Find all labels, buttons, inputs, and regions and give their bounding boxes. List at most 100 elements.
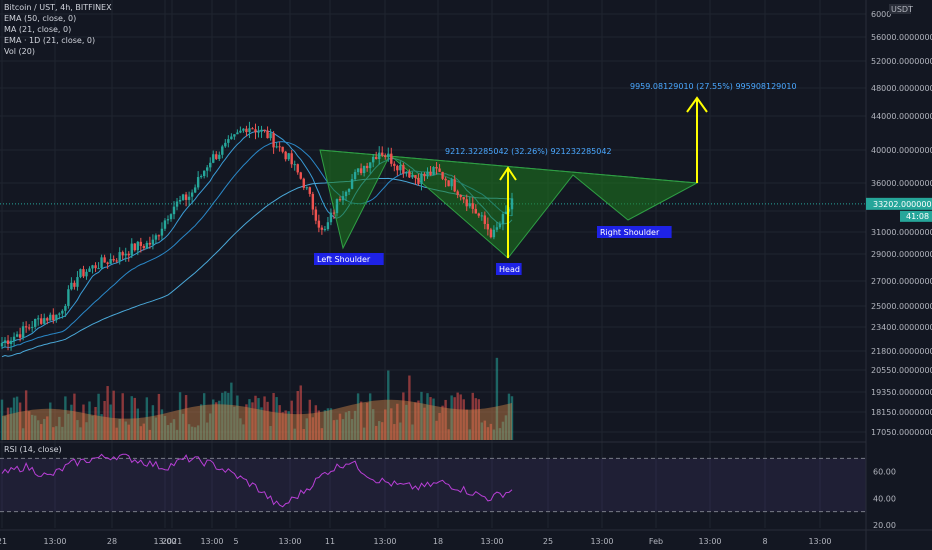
candle-body	[332, 212, 336, 214]
volume-bar	[450, 395, 453, 440]
chart-title[interactable]: Bitcoin / UST, 4h, BITFINEX	[4, 3, 112, 12]
candle-body	[193, 187, 197, 193]
candle-body	[341, 196, 345, 201]
volume-bar	[510, 396, 514, 440]
countdown-tag	[900, 210, 932, 222]
volume-bar	[350, 419, 354, 440]
y-tick-label: 36000.00000000	[871, 179, 932, 188]
candle-body	[423, 173, 426, 177]
candle-body	[435, 167, 438, 169]
volume-bar	[124, 421, 127, 440]
candle-body	[278, 146, 281, 148]
volume-bar	[344, 412, 348, 440]
candle-body	[347, 188, 351, 192]
volume-bar	[396, 403, 399, 440]
candle-body	[269, 133, 272, 139]
volume-bar	[163, 415, 167, 440]
volume-bar	[224, 391, 227, 440]
candle-body	[181, 194, 185, 200]
x-tick-label: 2021	[162, 537, 182, 546]
candle-body	[97, 268, 100, 270]
candle-body	[378, 152, 381, 160]
measure-label: 9212.32285042 (32.26%) 921232285042	[445, 147, 612, 156]
volume-bar	[121, 393, 124, 440]
legend-vol[interactable]: Vol (20)	[4, 47, 35, 56]
volume-bar	[157, 393, 161, 440]
candle-body	[417, 177, 420, 184]
volume-bar	[151, 405, 155, 440]
candle-body	[329, 212, 333, 223]
left-shoulder-label-bg	[314, 253, 384, 265]
volume-bar	[82, 404, 85, 440]
candle-body	[338, 199, 342, 201]
candle-body	[199, 176, 203, 178]
candle-body	[456, 191, 459, 195]
volume-bar	[420, 391, 423, 440]
volume-bar	[390, 408, 393, 440]
volume-bar	[507, 393, 511, 440]
volume-bar	[202, 393, 206, 440]
volume-bar	[417, 400, 420, 440]
volume-bar	[432, 398, 435, 440]
candle-body	[76, 277, 79, 287]
candle-body	[441, 171, 444, 179]
rsi-title[interactable]: RSI (14, close)	[4, 445, 62, 454]
volume-bar	[459, 394, 462, 440]
candle-body	[145, 242, 149, 249]
candle-body	[154, 235, 158, 240]
volume-bar	[136, 408, 139, 440]
candle-body	[236, 132, 239, 135]
volume-bar	[175, 429, 179, 440]
volume-bar	[94, 406, 97, 440]
rsi-line	[1, 453, 513, 508]
volume-bar	[245, 404, 248, 440]
candle-body	[477, 213, 481, 216]
candle-body	[3, 340, 7, 343]
legend-ema50[interactable]: EMA (50, close, 0)	[4, 14, 77, 23]
candle-body	[504, 211, 508, 215]
candle-body	[287, 153, 290, 160]
volume-bar	[55, 426, 58, 440]
volume-bar	[329, 408, 333, 440]
candle-body	[33, 318, 37, 327]
volume-bar	[30, 414, 34, 440]
candle-body	[242, 128, 245, 131]
ema-1d-line	[1, 177, 512, 358]
volume-bar	[227, 392, 230, 440]
volume-bar	[85, 422, 88, 440]
candle-body	[465, 199, 468, 207]
candle-body	[55, 314, 58, 321]
candle-body	[450, 179, 453, 187]
volume-bar	[501, 421, 505, 440]
volume-bar	[106, 386, 109, 440]
volume-bar	[178, 392, 182, 440]
candle-body	[474, 208, 477, 214]
rsi-band	[0, 458, 866, 512]
volume-ma-area	[2, 399, 512, 440]
y-tick-label: 6000	[871, 10, 891, 19]
x-tick-label: 5	[233, 537, 238, 546]
volume-bar	[73, 393, 76, 440]
volume-bar	[33, 415, 37, 440]
volume-bar	[18, 402, 22, 440]
candle-body	[82, 269, 85, 277]
volume-bar	[456, 392, 459, 440]
candle-body	[115, 260, 118, 262]
volume-bar	[378, 421, 381, 440]
legend-ma21[interactable]: MA (21, close, 0)	[4, 25, 72, 34]
volume-bar	[338, 413, 342, 440]
candle-body	[91, 265, 94, 269]
volume-bar	[359, 401, 363, 440]
candle-body	[6, 340, 10, 345]
volume-bar	[160, 409, 164, 440]
candle-body	[399, 165, 402, 171]
legend-ema1d[interactable]: EMA · 1D (21, close, 0)	[4, 36, 96, 45]
volume-bar	[142, 423, 146, 440]
candle-body	[130, 243, 133, 256]
candle-body	[73, 282, 76, 287]
volume-bar	[311, 417, 315, 440]
volume-bar	[365, 402, 369, 440]
volume-bar	[6, 407, 10, 440]
volume-bar	[347, 410, 351, 440]
